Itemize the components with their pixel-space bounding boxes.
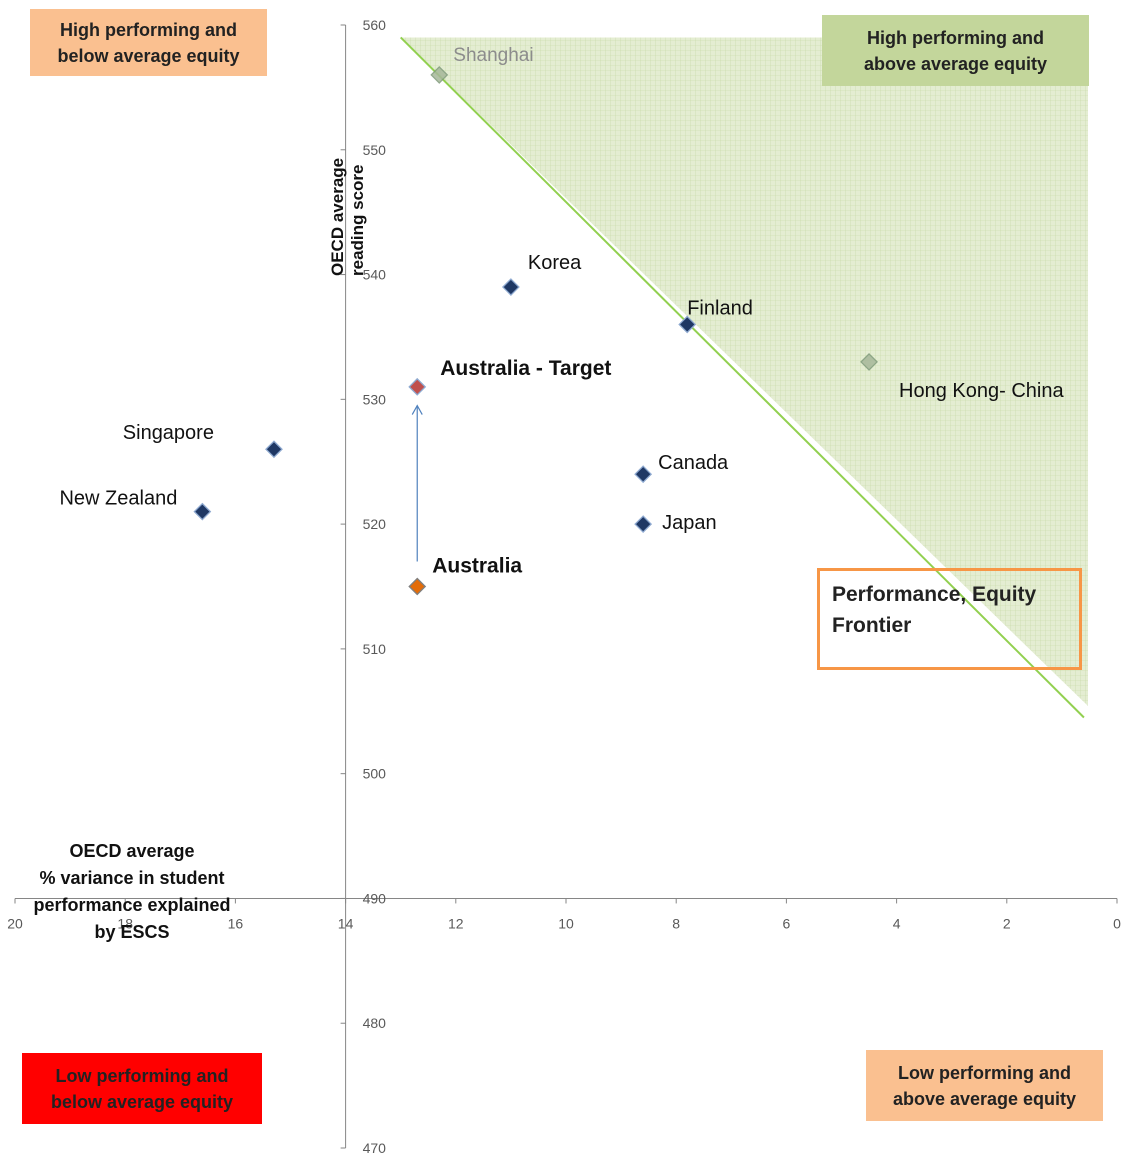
point-new-zealand <box>193 502 212 521</box>
y-tick-label: 490 <box>363 890 387 906</box>
y-tick-label: 470 <box>363 1140 387 1156</box>
point-canada <box>634 465 653 484</box>
quadrant-label-high-above: High performing and above average equity <box>822 15 1089 86</box>
x-tick-label: 0 <box>1113 915 1121 931</box>
x-tick-label: 16 <box>228 915 244 931</box>
y-tick-label: 530 <box>363 391 387 407</box>
x-tick-label: 4 <box>893 915 901 931</box>
point-hong-kong-china <box>860 352 878 371</box>
point-label: Hong Kong- China <box>899 380 1064 402</box>
point-korea <box>501 278 520 296</box>
x-tick-label: 8 <box>672 915 680 931</box>
quadrant-label-high-below: High performing and below average equity <box>30 9 267 76</box>
point-label: Canada <box>658 452 729 474</box>
x-tick-label: 10 <box>558 915 574 931</box>
x-tick-label: 2 <box>1003 915 1011 931</box>
y-axis-title: OECD averagereading score <box>328 158 367 276</box>
point-label: Shanghai <box>453 45 533 66</box>
frontier-layer <box>399 36 1085 719</box>
point-label: Australia <box>432 555 522 578</box>
point-label: Korea <box>528 252 582 274</box>
y-tick-label: 510 <box>363 641 387 657</box>
point-finland <box>678 315 697 334</box>
x-tick-label: 6 <box>783 915 791 931</box>
y-tick-label: 560 <box>363 17 387 33</box>
y-tick-label: 550 <box>363 142 387 158</box>
x-tick-label: 20 <box>7 915 23 931</box>
point-singapore <box>265 440 283 459</box>
x-tick-label: 18 <box>117 915 133 931</box>
frontier-line <box>399 36 1085 719</box>
point-label: Australia - Target <box>440 357 611 380</box>
y-axis-title-line: OECD average <box>328 158 347 276</box>
point-label: Singapore <box>123 422 214 444</box>
y-tick-label: 480 <box>363 1015 387 1031</box>
point-shanghai <box>430 65 449 84</box>
high-equity-region <box>400 37 1088 706</box>
x-tick-label: 14 <box>338 915 354 931</box>
point-australia <box>408 577 427 596</box>
data-points: Shanghai Korea Finland Hong Kong- China Aust… <box>59 45 1064 596</box>
point-label: Finland <box>687 297 753 319</box>
quadrant-label-low-above: Low performing and above average equity <box>866 1050 1103 1121</box>
x-tick-label: 12 <box>448 915 464 931</box>
point-japan <box>634 515 653 534</box>
point-label: Japan <box>662 512 717 534</box>
frontier-label: Performance, Equity Frontier <box>832 583 1037 637</box>
y-axis-title-line: reading score <box>348 165 367 277</box>
y-tick-label: 500 <box>363 766 387 782</box>
x-axis-title: OECD average % variance in student perfo… <box>33 841 231 942</box>
point-australia-target <box>408 377 427 396</box>
y-tick-label: 520 <box>363 516 387 532</box>
point-label: New Zealand <box>59 488 177 510</box>
quadrant-label-low-below: Low performing and below average equity <box>22 1053 262 1124</box>
y-tick-label: 540 <box>363 267 387 283</box>
region-fill <box>400 37 1088 706</box>
frontier-label-box: Performance, Equity Frontier <box>817 568 1082 670</box>
